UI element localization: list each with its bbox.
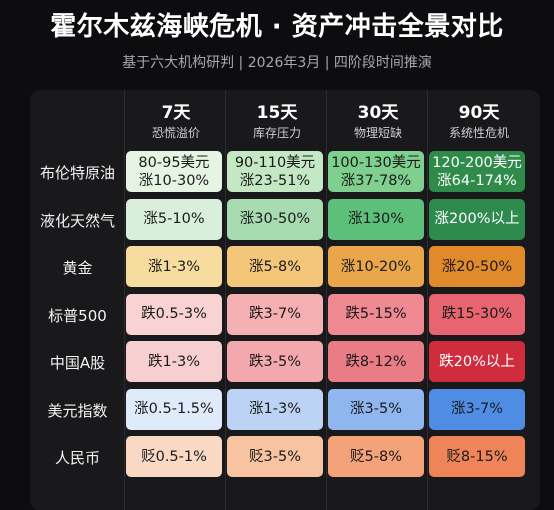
table-cell: 涨1-3% [126,246,222,287]
cell-text: 贬3-5% [249,448,301,465]
cell-text: 涨10-20% [340,258,412,275]
table-cell: 贬3-5% [227,436,323,477]
table-cell: 跌8-12% [328,341,424,382]
row-label: 液化天然气 [39,211,115,230]
column-separator [124,90,125,510]
cell-text: 跌5-15% [345,306,407,322]
table-cell: 贬5-8% [328,436,424,477]
row-label: 黄金 [62,259,93,277]
cell-text: 涨23-51% [239,172,311,189]
cell-text: 100-130美元 [331,154,421,171]
table-cell: 涨30-50% [227,198,323,240]
table-cell: 90-110美元 涨23-51% [227,151,323,192]
table-cell: 跌20%以上 [429,341,525,382]
page-title: 霍尔木兹海峡危机 · 资产冲击全景对比 [50,12,504,42]
column-header-stage: 物理短缺 [353,126,402,140]
table-cell: 涨3-7% [429,388,525,430]
cell-text: 涨3-5% [350,401,402,417]
cell-text: 80-95美元 [138,154,210,171]
column-header: 90天系统性危机 [429,90,529,146]
table-cell: 涨1-3% [227,388,323,430]
cell-text: 涨20-50% [441,258,513,275]
table-cell: 涨5-8% [227,246,323,287]
column-header-stage: 恐慌溢价 [151,126,200,140]
cell-text: 涨5-8% [249,258,301,275]
cell-text: 120-200美元 [432,154,522,171]
column-header-day: 7天 [161,103,191,123]
cell-text: 涨200%以上 [434,211,520,227]
table-cell: 跌3-5% [227,341,323,382]
table-cell: 涨20-50% [429,246,525,287]
cell-text: 跌8-12% [345,353,407,370]
column-header: 7天恐慌溢价 [126,90,226,146]
cell-text: 贬5-8% [350,448,402,465]
cell-text: 跌3-7% [249,306,301,322]
column-separator [326,90,327,510]
row-label: 人民币 [54,449,100,467]
column-header: 15天库存压力 [227,90,327,146]
table-cell: 跌5-15% [328,293,424,335]
cell-text: 跌15-30% [441,306,513,322]
cell-text: 跌20%以上 [439,353,515,370]
column-header-stage: 库存压力 [252,126,301,140]
cell-text: 涨1-3% [249,401,301,417]
table-cell: 涨5-10% [126,198,222,240]
column-separator [427,90,428,510]
cell-text: 涨130% [348,211,404,227]
cell-text: 涨10-30% [138,172,210,189]
column-header-day: 90天 [458,103,500,123]
table-cell: 涨200%以上 [429,198,525,240]
table-cell: 贬8-15% [429,436,525,477]
comparison-table: 7天 恐慌溢价 15天 库存压力 30天 物理短缺 90天 系统性危机 布伦特原油 80-95美元… [30,90,540,510]
column-header-day: 15天 [256,103,298,123]
table-cell: 80-95美元 涨10-30% [126,151,222,192]
row-label: 布伦特原油 [39,164,115,182]
cell-text: 贬0.5-1% [141,448,207,465]
table-cell: 跌1-3% [126,341,222,382]
row-label: 标普500 [48,306,107,325]
cell-text: 涨64-174% [437,172,517,189]
table-cell: 跌0.5-3% [126,293,222,335]
cell-text: 涨3-7% [451,401,503,417]
cell-text: 涨5-10% [143,211,205,227]
column-header-day: 30天 [357,103,399,123]
row-label: 美元指数 [47,401,108,420]
column-header-stage: 系统性危机 [448,126,509,140]
cell-text: 涨30-50% [239,211,311,227]
cell-text: 跌1-3% [148,353,200,370]
table-cell: 跌15-30% [429,293,525,335]
cell-text: 90-110美元 [234,154,316,171]
table-cell: 涨130% [328,198,424,240]
page-subtitle: 基于六大机构研判 | 2026年3月 | 四阶段时间推演 [122,55,432,71]
cell-text: 贬8-15% [446,448,508,465]
cell-text: 跌3-5% [249,353,301,370]
table-cell: 120-200美元 涨64-174% [429,151,525,192]
row-label: 中国A股 [49,354,106,372]
cell-text: 涨1-3% [148,258,200,275]
column-header: 30天物理短缺 [328,90,428,146]
table-cell: 涨3-5% [328,388,424,430]
cell-text: 涨0.5-1.5% [134,401,214,417]
table-cell: 跌3-7% [227,293,323,335]
table-cell: 涨10-20% [328,246,424,287]
table-cell: 贬0.5-1% [126,436,222,477]
table-cell: 涨0.5-1.5% [126,388,222,430]
cell-text: 涨37-78% [340,172,412,189]
table-cell: 100-130美元 涨37-78% [328,151,424,192]
cell-text: 跌0.5-3% [141,306,207,322]
column-separator [225,90,226,510]
